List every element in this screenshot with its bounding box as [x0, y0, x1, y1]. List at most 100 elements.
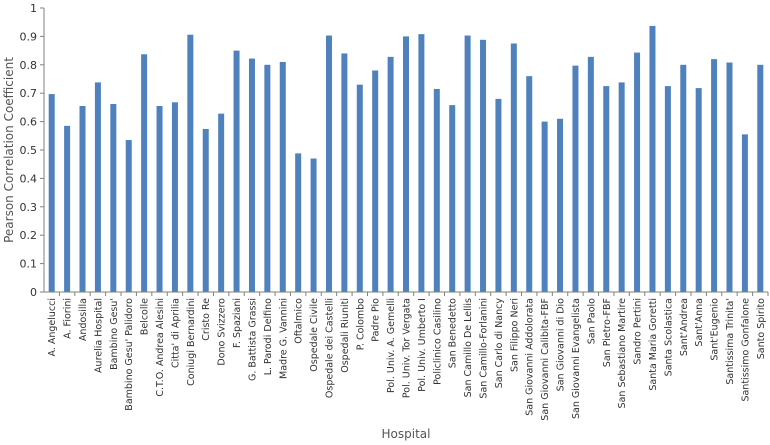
y-tick-label: 0	[30, 286, 37, 299]
x-tick-label: San Camillo De Lellis	[463, 298, 474, 397]
x-tick-label: San Filippo Neri	[509, 298, 520, 372]
bar	[741, 134, 748, 292]
bar	[218, 113, 225, 292]
bar	[79, 105, 86, 292]
x-tick-label: Sandro Pertini	[633, 298, 644, 365]
bar	[557, 118, 564, 292]
bar	[433, 88, 440, 292]
x-tick-label: G. Battista Grassi	[247, 298, 258, 381]
x-axis-title: Hospital	[382, 427, 431, 441]
x-tick-label: Citta' di Aprilia	[170, 298, 181, 368]
x-tick-label: Santo Spirito	[756, 298, 767, 359]
bar	[464, 35, 471, 292]
bar	[187, 34, 194, 293]
x-tick-label: Andosilla	[78, 298, 89, 341]
x-tick-label: San Carlo di Nancy	[494, 298, 505, 389]
bar	[480, 39, 487, 292]
x-tick-label: Madre G. Vannini	[278, 298, 289, 379]
bar	[110, 103, 117, 292]
bar	[94, 82, 101, 293]
x-tick-label: Aurelia Hospital	[93, 298, 104, 373]
x-tick-label: Pol. Univ. A. Gemelli	[386, 298, 397, 393]
x-tick-label: Dono Svizzero	[217, 298, 228, 366]
bar	[618, 82, 625, 293]
bar	[125, 140, 132, 292]
x-tick-label: F. Spaziani	[232, 298, 243, 348]
x-tick-label: Santissimo Gonfalone	[740, 298, 751, 402]
bar	[449, 105, 456, 293]
y-tick-label: 0.4	[20, 172, 38, 185]
bar	[141, 54, 148, 293]
x-tick-label: Sant'Andrea	[679, 298, 690, 356]
bar	[695, 88, 702, 292]
bars	[48, 25, 764, 293]
x-tick-label: Ospedali Riuniti	[340, 298, 351, 373]
y-tick-label: 0.7	[20, 87, 38, 100]
bar	[325, 35, 332, 292]
y-tick-label: 0.5	[20, 144, 38, 157]
x-tick-label: L. Parodi Delfino	[263, 298, 274, 375]
y-tick-label: 0.3	[20, 201, 38, 214]
bar	[510, 43, 517, 292]
bar	[310, 158, 317, 292]
bar	[541, 121, 548, 292]
bar	[572, 65, 579, 292]
y-tick-label: 0.8	[20, 59, 38, 72]
x-tick-label: San Pietro-FBF	[602, 298, 613, 367]
x-tick-label: Pol. Univ. Umberto I	[417, 298, 428, 392]
x-tick-label: San Giovanni Addolorata	[525, 298, 536, 416]
bar	[264, 64, 271, 292]
bar	[526, 76, 533, 292]
x-tick-label: San Sebastiano Martire	[617, 298, 628, 409]
bar	[295, 153, 302, 292]
bar	[634, 52, 641, 293]
bar	[649, 25, 656, 293]
bar	[248, 58, 255, 292]
x-tick-label: Coniugi Bernardini	[186, 298, 197, 386]
bar	[495, 98, 502, 292]
bar	[418, 34, 425, 293]
y-tick-label: 1	[30, 2, 37, 15]
x-axis-ticks: A. Angelucci A. Fiorini Andosilla Aurelia H…	[47, 292, 769, 421]
x-tick-label: San Camillo-Forlanini	[479, 298, 490, 399]
x-tick-label: Oftalmico	[294, 298, 305, 344]
x-tick-label: Santa Scolastica	[663, 298, 674, 376]
x-tick-label: San Giovanni Evangelista	[571, 298, 582, 419]
x-tick-label: Bambino Gesu' Palidoro	[124, 298, 135, 411]
x-tick-label: Belcolle	[140, 298, 151, 335]
x-tick-label: Pol. Univ. Tor Vergata	[402, 298, 413, 398]
bar	[356, 84, 363, 293]
y-tick-label: 0.6	[20, 116, 38, 129]
bar	[587, 56, 594, 293]
y-tick-label: 0.1	[20, 258, 38, 271]
bar	[156, 105, 163, 292]
x-tick-label: A. Fiorini	[63, 298, 74, 339]
x-tick-label: P. Colombo	[355, 298, 366, 350]
bar	[202, 128, 209, 292]
bar	[603, 86, 610, 292]
bar	[726, 62, 733, 292]
bar	[372, 70, 379, 292]
x-tick-label: Sant'Eugenio	[710, 298, 721, 361]
bar	[171, 102, 178, 293]
bar	[403, 36, 409, 293]
x-tick-label: Padre Pio	[371, 298, 382, 342]
x-tick-label: Ospedale Civile	[309, 298, 320, 372]
x-tick-label: San Paolo	[586, 298, 597, 344]
y-axis-title: Pearson Correlation Coefficient	[2, 57, 16, 243]
bar	[680, 64, 687, 292]
bar	[387, 56, 394, 293]
y-axis-ticks: 0 0.1 0.2 0.3 0.4 0.5 0.6 0.7 0.8 0.9 1	[20, 2, 44, 299]
x-tick-label: Bambino Gesu'	[109, 298, 120, 370]
x-tick-label: San Benedetto	[448, 298, 459, 368]
x-tick-label: Cristo Re	[201, 298, 212, 341]
x-tick-label: Policlinico Casilino	[432, 298, 443, 385]
x-tick-label: San Giovanni Calibita-FBF	[540, 298, 551, 421]
bar	[757, 64, 764, 292]
x-tick-label: Santissima Trinita'	[725, 298, 736, 385]
bar	[711, 59, 718, 293]
bar	[279, 61, 286, 293]
x-tick-label: Santa Maria Goretti	[648, 298, 659, 391]
x-tick-label: C.T.O. Andrea Alesini	[155, 298, 166, 397]
